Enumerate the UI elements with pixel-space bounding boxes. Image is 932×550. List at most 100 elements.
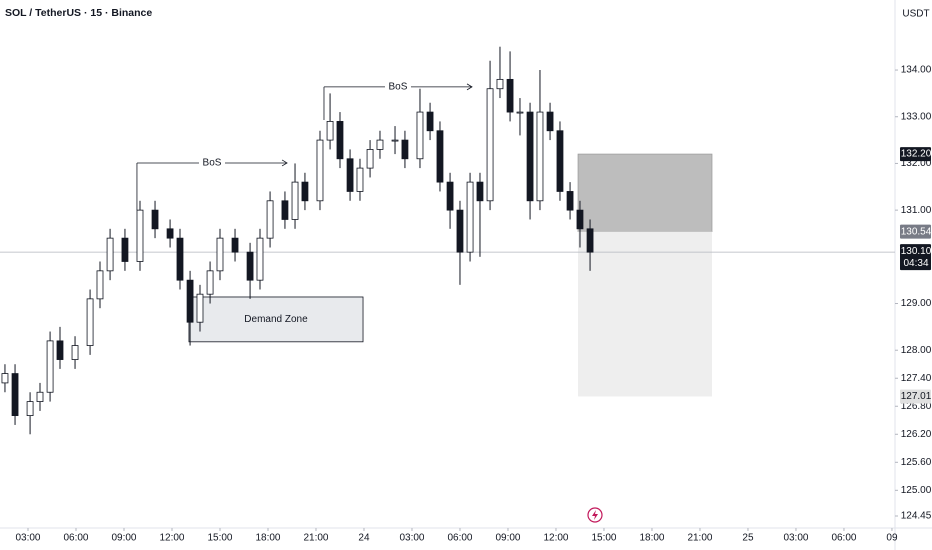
x-tick-label: 25 xyxy=(742,533,754,544)
x-tick-label: 12:00 xyxy=(543,533,568,544)
candle-body xyxy=(301,181,309,202)
candle-body xyxy=(391,139,399,142)
candle-body xyxy=(536,111,544,202)
alert-icon xyxy=(587,507,603,523)
x-tick-label: 18:00 xyxy=(639,533,664,544)
candle-body xyxy=(56,340,64,360)
candle-body xyxy=(576,209,584,230)
candle-body xyxy=(216,237,224,272)
candle-body xyxy=(366,149,374,169)
target-zone xyxy=(578,231,712,397)
x-tick-label: 18:00 xyxy=(255,533,280,544)
candle-body xyxy=(416,111,424,160)
candle-body xyxy=(96,270,104,300)
x-tick-label: 09:00 xyxy=(495,533,520,544)
candle-body xyxy=(336,121,344,160)
candle-body xyxy=(136,209,144,262)
y-tick-label: 131.00 xyxy=(901,205,932,216)
x-tick-label: 21:00 xyxy=(687,533,712,544)
candle-body xyxy=(11,373,19,416)
stop-price-label: 132.20 xyxy=(901,149,932,160)
candle-body xyxy=(316,139,324,202)
candle-body xyxy=(376,139,384,150)
x-tick-label: 09 xyxy=(886,533,898,544)
bos-label: BoS xyxy=(203,158,222,169)
y-tick-label: 127.40 xyxy=(901,373,932,384)
y-tick-label: 133.00 xyxy=(901,111,932,122)
candle-body xyxy=(426,111,434,132)
currency-label: USDT xyxy=(902,9,929,20)
y-tick-label: 124.45 xyxy=(901,511,932,522)
candle-body xyxy=(476,181,484,202)
candle-body xyxy=(246,251,254,281)
candle-body xyxy=(121,237,129,262)
price-axis: 134.00 133.00 132.00 131.00 129.00 128.00 127.… xyxy=(15,65,931,544)
stop-price-label-box xyxy=(900,147,931,162)
candle-body xyxy=(186,279,194,323)
alert-bolt xyxy=(592,510,598,520)
candle-body xyxy=(86,298,94,346)
candle-body xyxy=(106,237,114,272)
bos-label: BoS xyxy=(389,81,408,92)
candle-body xyxy=(546,111,554,132)
candle-body xyxy=(266,200,274,239)
candle-body xyxy=(291,181,299,220)
candle-body xyxy=(496,78,504,90)
x-tick-label: 12:00 xyxy=(159,533,184,544)
candle-body xyxy=(346,158,354,192)
candle-body xyxy=(526,111,534,202)
candle-body xyxy=(166,228,174,239)
x-tick-label: 03:00 xyxy=(15,533,40,544)
candle-body xyxy=(231,237,239,253)
candle-body xyxy=(506,78,514,113)
candle-body xyxy=(1,373,9,384)
x-tick-label: 03:00 xyxy=(783,533,808,544)
candle-body xyxy=(486,88,494,202)
candle-body xyxy=(206,270,214,295)
candle-body xyxy=(71,345,79,360)
demand-zone-label: Demand Zone xyxy=(244,314,308,325)
stop-zone xyxy=(577,153,713,233)
candle-body xyxy=(401,139,409,160)
candle-body xyxy=(326,121,334,141)
x-tick-label: 06:00 xyxy=(63,533,88,544)
x-tick-label: 03:00 xyxy=(399,533,424,544)
bos-arrow xyxy=(281,159,288,167)
x-tick-label: 15:00 xyxy=(207,533,232,544)
candle-body xyxy=(356,167,364,192)
entry-price-label-box xyxy=(900,224,931,239)
y-tick-label: 129.00 xyxy=(901,298,932,309)
x-tick-label: 15:00 xyxy=(591,533,616,544)
y-tick-label: 134.00 xyxy=(901,65,932,76)
y-tick-label: 128.00 xyxy=(901,345,932,356)
x-tick-label: 24 xyxy=(358,533,370,544)
target-price-label-box xyxy=(900,389,931,404)
last-price-box xyxy=(900,244,931,271)
candle-body xyxy=(516,111,524,114)
candle-body xyxy=(36,391,44,402)
candle-body xyxy=(446,181,454,211)
target-price-label: 127.01 xyxy=(901,391,932,402)
y-tick-label: 125.00 xyxy=(901,485,932,496)
candle-body xyxy=(256,237,264,281)
candle-body xyxy=(281,200,289,220)
chart-title: SOL / TetherUS · 15 · Binance xyxy=(5,7,152,19)
last-price-label: 130.10 xyxy=(901,246,932,257)
candle-body xyxy=(151,209,159,230)
x-tick-label: 06:00 xyxy=(447,533,472,544)
candle-body xyxy=(586,228,594,253)
candle-body xyxy=(466,181,474,253)
x-tick-label: 21:00 xyxy=(303,533,328,544)
x-tick-label: 09:00 xyxy=(111,533,136,544)
candle-body xyxy=(436,130,444,183)
candle-body xyxy=(196,293,204,323)
candle-body xyxy=(46,340,54,393)
entry-price-label: 130.54 xyxy=(901,226,932,237)
candle-body xyxy=(566,191,574,211)
countdown-label: 04:34 xyxy=(903,258,928,269)
candle-body xyxy=(176,237,184,281)
bos-arrow xyxy=(466,83,473,91)
x-tick-label: 06:00 xyxy=(831,533,856,544)
